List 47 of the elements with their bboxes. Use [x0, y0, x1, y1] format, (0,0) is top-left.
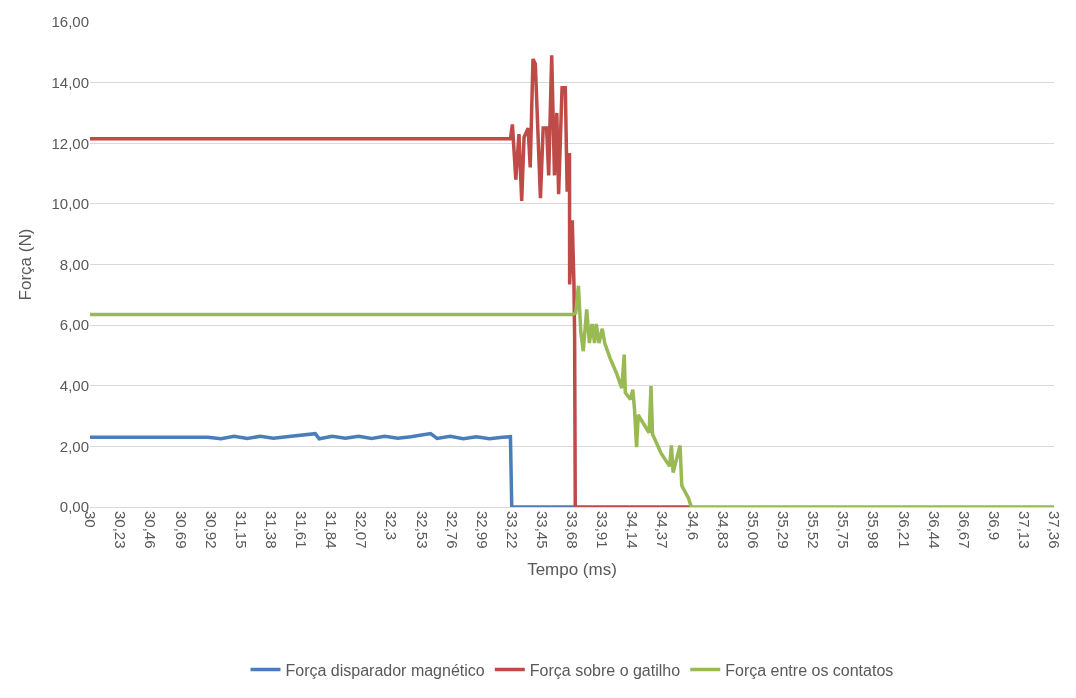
- y-tick-label: 4,00: [59, 377, 89, 394]
- x-tick-label: 33,91: [594, 511, 612, 549]
- legend-label: Força disparador magnético: [285, 661, 485, 679]
- x-tick-label: 36,67: [955, 511, 973, 549]
- x-tick-label: 34,37: [654, 511, 672, 549]
- x-axis-title: Tempo (ms): [527, 559, 617, 579]
- y-axis-title: Força (N): [16, 228, 35, 301]
- x-tick-label: 37,36: [1046, 511, 1064, 549]
- legend-label: Força entre os contatos: [725, 661, 894, 679]
- x-tick-label: 32,99: [473, 511, 491, 549]
- x-tick-label: 36,44: [925, 511, 943, 549]
- x-tick-label: 32,07: [353, 511, 371, 549]
- x-tick-label: 30,23: [112, 511, 130, 549]
- x-tick-label: 30,69: [172, 511, 190, 549]
- x-tick-label: 35,52: [805, 511, 823, 549]
- x-tick-label: 31,15: [232, 511, 250, 549]
- x-tick-label: 35,06: [744, 511, 762, 549]
- x-tick-label: 37,13: [1016, 511, 1034, 549]
- x-tick-label: 35,75: [835, 511, 853, 549]
- y-tick-label: 16,00: [51, 13, 89, 31]
- y-tick-label: 14,00: [51, 73, 89, 91]
- legend-label: Força sobre o gatilho: [529, 661, 681, 679]
- x-tick-label: 34,6: [684, 511, 702, 541]
- x-tick-label: 30,46: [142, 511, 160, 549]
- x-tick-label: 34,14: [624, 511, 642, 549]
- x-tick-label: 35,98: [865, 511, 883, 549]
- x-tick-label: 32,76: [443, 511, 461, 549]
- line-series: [90, 431, 577, 507]
- line-series: [90, 283, 1054, 507]
- y-tick-label: 12,00: [51, 134, 89, 152]
- x-tick-label: 31,38: [262, 511, 280, 549]
- x-tick-label: 35,29: [774, 511, 792, 549]
- x-tick-label: 31,84: [323, 511, 341, 549]
- x-tick-label: 33,68: [564, 511, 582, 549]
- y-tick-label: 8,00: [59, 255, 89, 273]
- x-tick-label: 33,22: [503, 511, 521, 549]
- y-tick-label: 10,00: [51, 195, 89, 213]
- x-tick-label: 32,3: [383, 511, 401, 541]
- x-tick-label: 30,92: [202, 511, 220, 549]
- x-tick-label: 36,21: [895, 511, 913, 549]
- x-tick-label: 31,61: [292, 511, 310, 549]
- x-tick-label: 36,9: [985, 511, 1003, 541]
- x-tick-label: 34,83: [714, 511, 732, 549]
- x-tick-label: 32,53: [413, 511, 431, 549]
- y-tick-label: 2,00: [59, 437, 89, 455]
- x-tick-label: 33,45: [534, 511, 552, 549]
- y-tick-label: 6,00: [59, 316, 89, 334]
